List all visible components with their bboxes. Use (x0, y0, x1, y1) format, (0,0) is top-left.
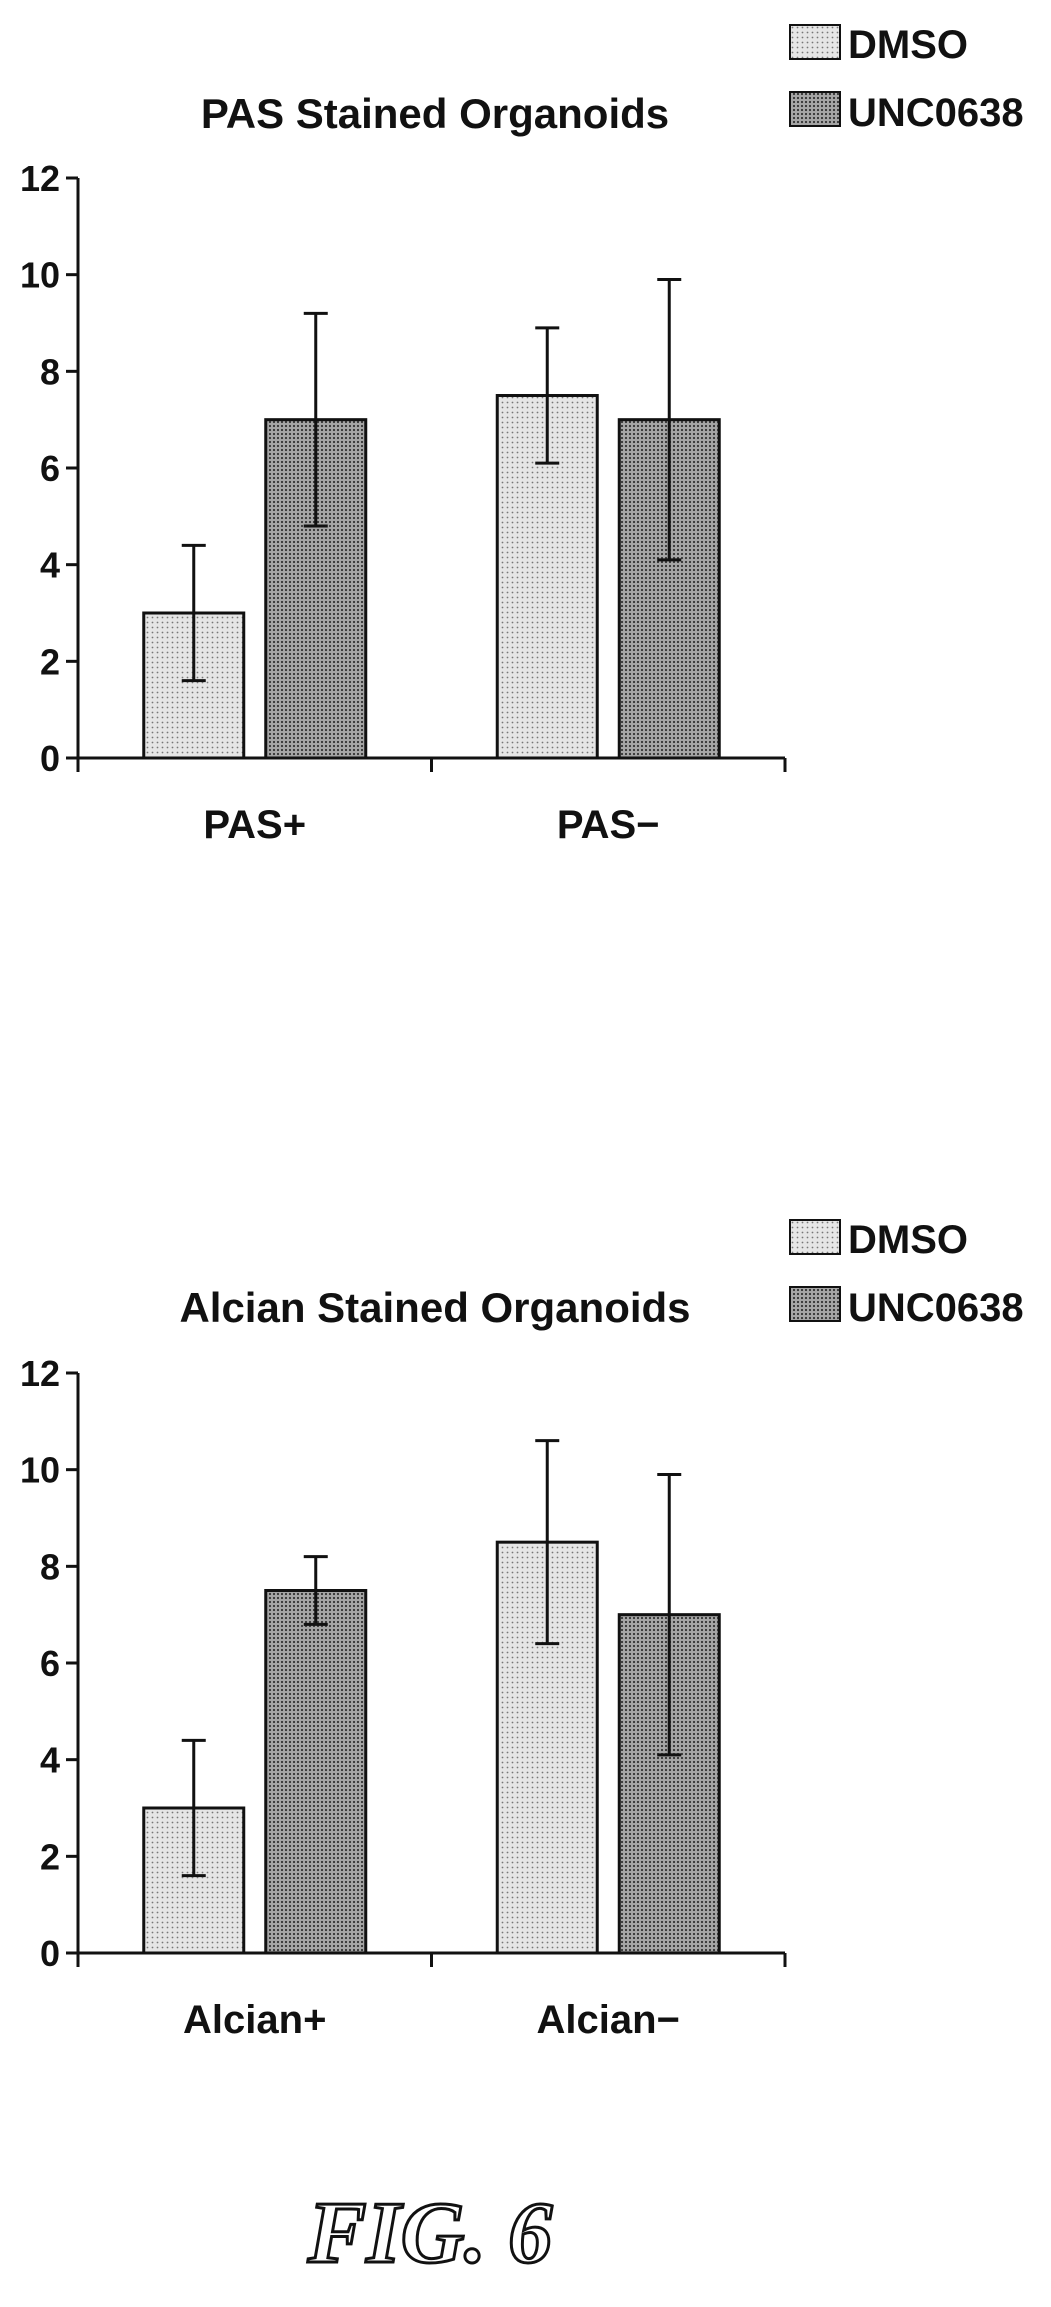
chart-pas: PAS Stained Organoids DMSO UNC0638 0 2 4 6 8… (20, 23, 1024, 847)
y-tick-label: 4 (40, 545, 60, 586)
legend-swatch-dmso (789, 1219, 841, 1255)
legend-label-unc0638: UNC0638 (848, 1286, 1024, 1330)
plot-area: 0 2 4 6 8 10 12 Alcian+ Alcian− (20, 1353, 787, 2042)
legend-label-dmso: DMSO (848, 23, 968, 67)
figure-label: FIG. 6 (307, 2185, 553, 2282)
category-label: PAS+ (203, 803, 306, 847)
category-label: Alcian− (537, 1998, 680, 2042)
legend: DMSO UNC0638 (789, 1218, 1024, 1330)
y-tick-label: 10 (20, 1450, 60, 1491)
y-tick-label: 4 (40, 1740, 60, 1781)
legend-label-unc0638: UNC0638 (848, 91, 1024, 135)
y-tick-label: 10 (20, 255, 60, 296)
y-tick-label: 12 (20, 158, 60, 199)
legend-swatch-unc0638 (789, 1286, 841, 1322)
category-label: Alcian+ (183, 1998, 326, 2042)
y-tick-label: 2 (40, 641, 60, 682)
legend-label-dmso: DMSO (848, 1218, 968, 1262)
legend-swatch-dmso (789, 24, 841, 60)
y-tick-label: 6 (40, 1643, 60, 1684)
chart-alcian: Alcian Stained Organoids DMSO UNC0638 0 2… (20, 1218, 1024, 2042)
category-label: PAS− (557, 803, 660, 847)
y-tick-label: 12 (20, 1353, 60, 1394)
bar-unc0638 (264, 1589, 368, 1955)
legend-swatch-unc0638 (789, 91, 841, 127)
y-tick-label: 6 (40, 448, 60, 489)
y-tick-label: 0 (40, 1933, 60, 1974)
y-tick-label: 8 (40, 1546, 60, 1587)
y-tick-label: 0 (40, 738, 60, 779)
y-tick-label: 2 (40, 1836, 60, 1877)
chart-title: PAS Stained Organoids (201, 90, 669, 137)
plot-area: 0 2 4 6 8 10 12 PAS+ PAS− (20, 158, 787, 847)
y-tick-label: 8 (40, 351, 60, 392)
legend: DMSO UNC0638 (789, 23, 1024, 135)
chart-title: Alcian Stained Organoids (179, 1284, 690, 1331)
